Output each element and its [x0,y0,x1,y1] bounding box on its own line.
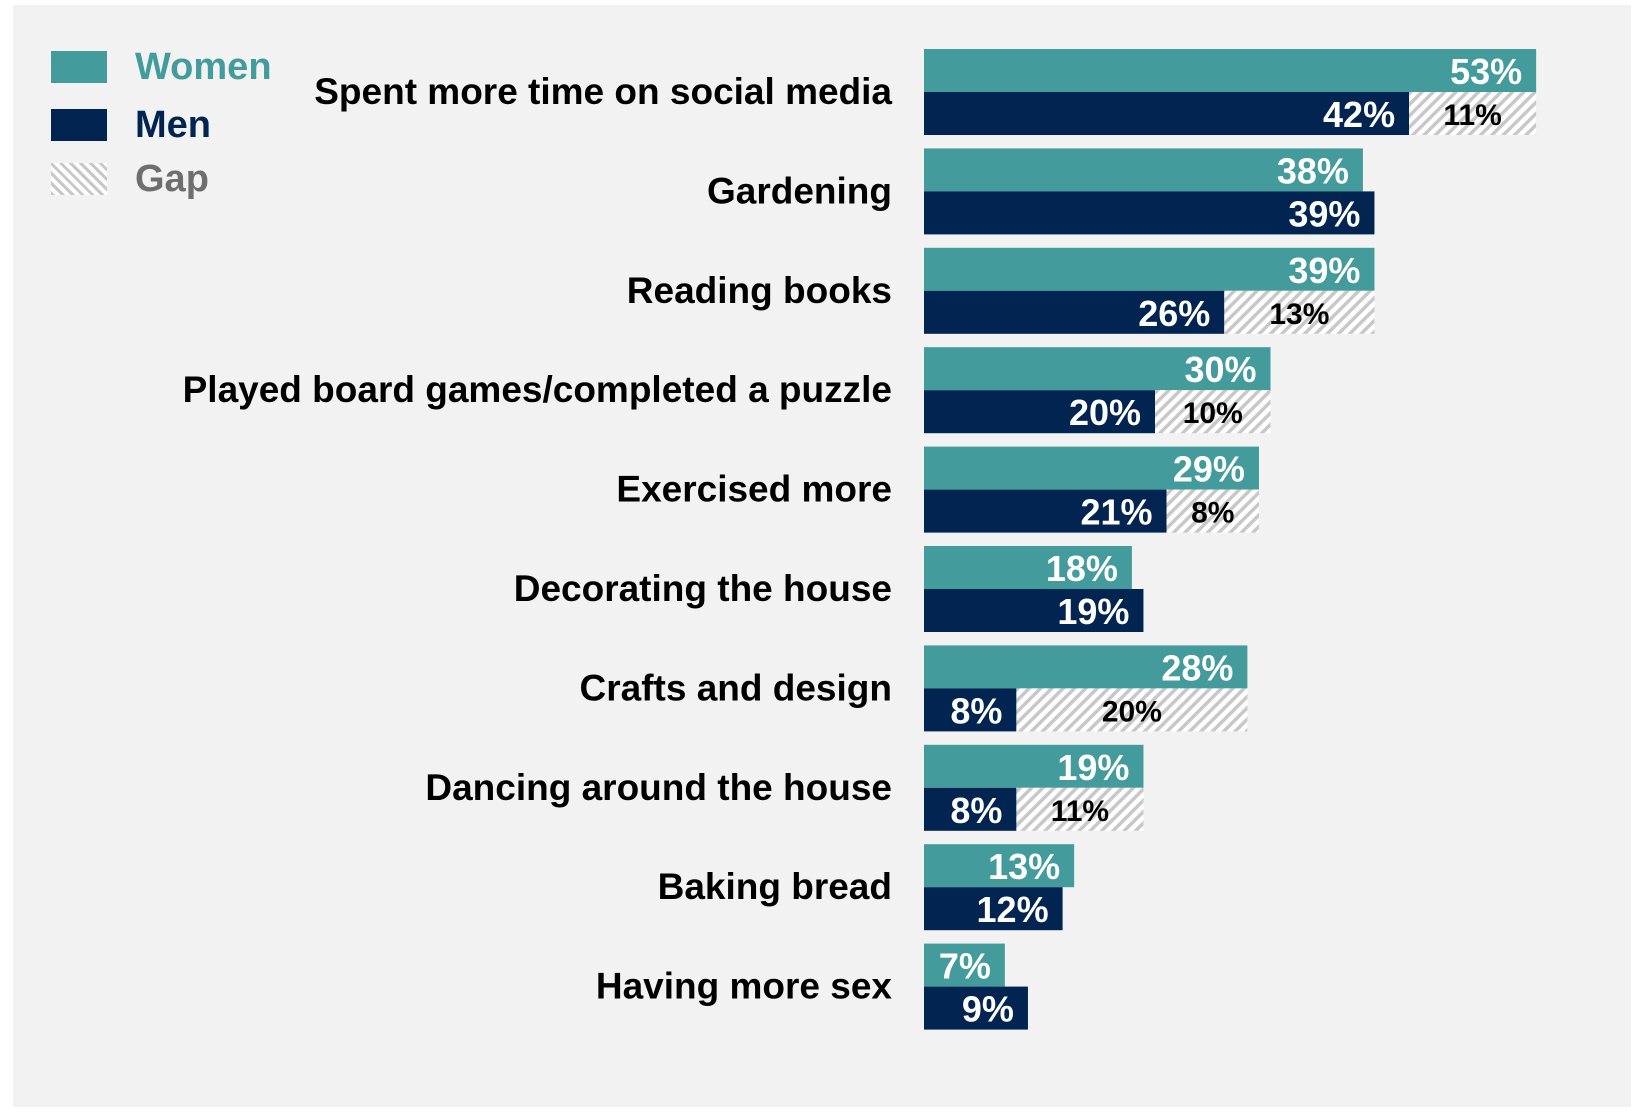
bar-men-gardening [924,191,1375,235]
bar-chart: 53% 42% 11% Spent more time on social media… [183,49,1537,1030]
bar-women-having-more-sex [924,943,1005,987]
bar-men-crafts-and-design [924,688,1017,732]
value-label-women-baking-bread: 13% [988,846,1060,887]
bar-women-dancing-around-the-house [924,744,1144,788]
bar-women-spent-more-time-on-social-media [924,49,1537,92]
value-label-men-decorating-the-house: 19% [1057,591,1129,632]
value-label-gap-reading-books: 13% [1269,298,1329,331]
bar-men-having-more-sex [924,986,1028,1030]
category-label-exercised-more: Exercised more [616,469,892,510]
value-label-men-baking-bread: 12% [977,889,1049,930]
gap-segment-crafts-and-design [1016,688,1248,732]
bar-men-decorating-the-house [924,589,1144,632]
category-label-gardening: Gardening [707,170,892,211]
value-label-women-reading-books: 39% [1288,250,1360,291]
legend-swatch-women [51,51,107,83]
value-label-women-played-board-games-completed-a-puzzle: 30% [1184,349,1256,390]
category-label-decorating-the-house: Decorating the house [514,568,892,609]
value-label-gap-exercised-more: 8% [1191,497,1234,530]
legend-label-gap: Gap [135,158,209,200]
value-label-gap-played-board-games-completed-a-puzzle: 10% [1183,397,1243,430]
category-label-played-board-games-completed-a-puzzle: Played board games/completed a puzzle [183,369,892,410]
value-label-women-crafts-and-design: 28% [1161,647,1233,688]
value-label-men-spent-more-time-on-social-media: 42% [1323,94,1395,135]
value-label-men-having-more-sex: 9% [962,989,1014,1030]
category-label-having-more-sex: Having more sex [596,966,893,1007]
legend-swatch-gap [51,163,107,195]
value-label-men-played-board-games-completed-a-puzzle: 20% [1069,392,1141,433]
bar-men-baking-bread [924,887,1063,931]
gap-segment-dancing-around-the-house [1016,787,1144,831]
bar-men-dancing-around-the-house [924,787,1017,831]
bar-women-gardening [924,148,1363,192]
bar-women-reading-books [924,247,1375,291]
value-label-women-having-more-sex: 7% [939,946,991,987]
category-label-baking-bread: Baking bread [658,866,892,907]
value-label-women-spent-more-time-on-social-media: 53% [1450,51,1522,92]
bar-men-reading-books [924,290,1225,334]
gap-segment-exercised-more [1166,489,1259,533]
bar-men-exercised-more [924,489,1167,533]
gap-segment-reading-books [1224,290,1375,334]
legend-swatch-men [51,109,107,141]
bar-men-spent-more-time-on-social-media [924,92,1410,135]
value-label-women-gardening: 38% [1277,150,1349,191]
value-label-men-exercised-more: 21% [1080,492,1152,533]
legend-label-women: Women [135,46,272,88]
bar-women-baking-bread [924,844,1075,888]
value-label-men-dancing-around-the-house: 8% [950,790,1002,831]
gap-segment-spent-more-time-on-social-media [1409,92,1537,135]
chart-panel: Women Men Gap 53% 42% 11% Spent more time o… [13,5,1631,1107]
value-label-women-exercised-more: 29% [1173,449,1245,490]
category-label-dancing-around-the-house: Dancing around the house [425,767,892,808]
bar-women-decorating-the-house [924,546,1132,589]
category-label-spent-more-time-on-social-media: Spent more time on social media [314,71,892,112]
value-label-men-gardening: 39% [1288,193,1360,234]
value-label-gap-crafts-and-design: 20% [1102,695,1162,728]
gap-segment-played-board-games-completed-a-puzzle [1155,390,1271,434]
value-label-women-decorating-the-house: 18% [1046,548,1118,589]
category-label-reading-books: Reading books [627,270,892,311]
bar-women-crafts-and-design [924,645,1248,689]
value-label-men-crafts-and-design: 8% [950,690,1002,731]
value-label-men-reading-books: 26% [1138,293,1210,334]
bars-group: 53% 42% 11% Spent more time on social media… [183,49,1537,1030]
bar-women-played-board-games-completed-a-puzzle [924,347,1271,391]
bar-women-exercised-more [924,446,1259,490]
value-label-women-dancing-around-the-house: 19% [1057,747,1129,788]
value-label-gap-dancing-around-the-house: 11% [1051,795,1109,828]
bar-men-played-board-games-completed-a-puzzle [924,390,1155,434]
value-label-gap-spent-more-time-on-social-media: 11% [1443,99,1501,132]
category-label-crafts-and-design: Crafts and design [580,667,893,708]
legend-label-men: Men [135,104,211,146]
